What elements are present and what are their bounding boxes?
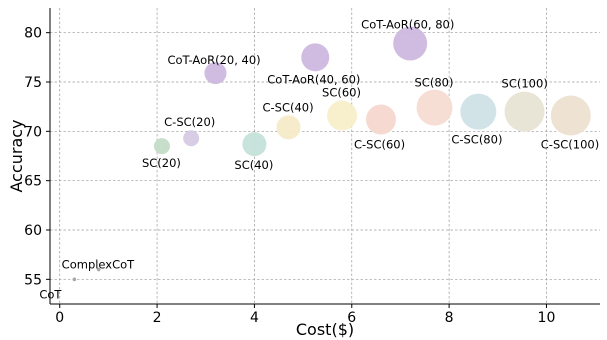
y-tick-label: 75 [24,75,42,91]
point-label: SC(100) [502,77,548,91]
point-labels: CoT ComplexCoT SC(20) C-SC(20) SC(40) C-SC(40… [39,18,599,302]
x-tick-label: 8 [445,310,454,326]
point-marker [327,100,358,131]
point-marker [460,93,497,130]
x-tick-label: 6 [347,310,356,326]
x-tick-label: 4 [250,310,259,326]
point-marker [301,43,330,72]
point-marker [276,115,301,140]
point-label: ComplexCoT [62,257,136,271]
point-label: C-SC(100) [541,138,599,152]
point-marker [204,62,227,85]
x-tick-label: 2 [153,310,162,326]
y-tick-label: 80 [24,26,42,42]
x-axis-title: Cost($) [296,320,354,339]
point-label: C-SC(40) [262,100,313,114]
grid [50,8,600,304]
point-label: CoT-AoR(60, 80) [361,18,454,32]
point-label: CoT-AoR(20, 40) [167,53,260,67]
y-tick-label: 65 [24,174,42,190]
point-label: SC(40) [234,158,273,172]
point-label: C-SC(60) [354,137,405,151]
x-tick-label: 10 [538,310,556,326]
y-tick-label: 70 [24,124,42,140]
y-axis-title: Accuracy [7,119,26,192]
point-label: C-SC(20) [164,115,215,129]
point-label: CoT [39,287,62,301]
y-tick-label: 55 [24,272,42,288]
data-points [72,26,591,282]
point-marker [96,267,101,272]
point-marker [393,26,428,61]
point-label: SC(60) [322,86,361,100]
point-marker [153,138,170,155]
point-marker [72,277,77,282]
point-marker [416,89,453,126]
axes: 0 2 4 6 8 10 55 60 65 70 75 80 [24,8,600,326]
point-marker [504,91,545,132]
point-marker [183,130,200,147]
point-label: CoT-AoR(40, 60) [267,72,360,86]
point-label: C-SC(80) [451,133,502,147]
point-marker [550,95,591,136]
point-label: SC(20) [142,156,181,170]
point-marker [365,104,396,135]
point-label: SC(80) [415,76,454,90]
point-marker [242,132,267,157]
x-tick-label: 0 [55,310,64,326]
y-tick-label: 60 [24,223,42,239]
